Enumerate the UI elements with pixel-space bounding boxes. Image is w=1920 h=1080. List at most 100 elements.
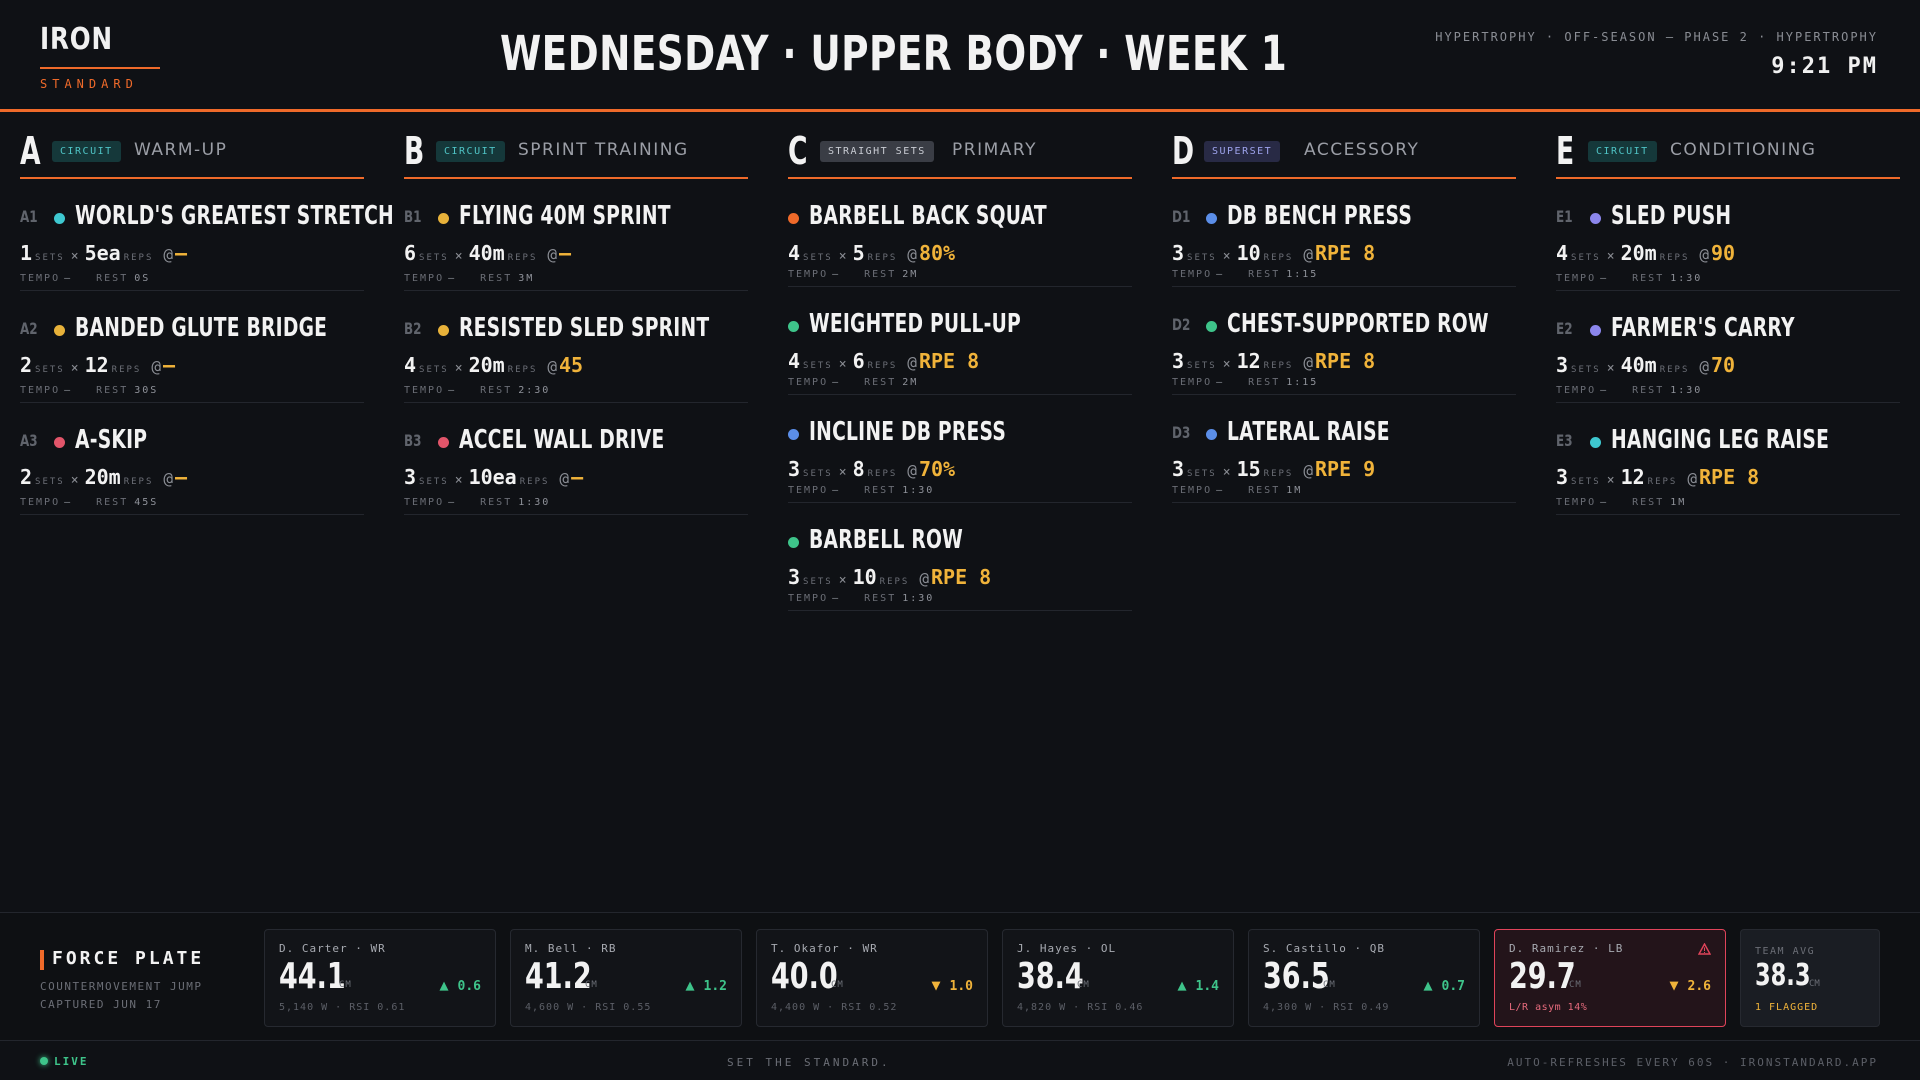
force-plate-captured: CAPTURED JUN 17 — [40, 998, 162, 1011]
rest-value: 1:15 — [1286, 269, 1319, 280]
jump-height: 40.0 — [771, 956, 838, 997]
athlete-metrics: 4,600 W · RSI 0.55 — [525, 1002, 652, 1013]
exercise-tempo-rest: TEMPO — REST 1:30 — [788, 485, 934, 496]
workout-blocks: A CIRCUIT WARM-UP A1 WORLD'S GREATEST STRETC… — [20, 125, 1900, 905]
athlete-name: J. Hayes · OL — [1017, 942, 1117, 955]
sets-value: 4 — [788, 349, 801, 373]
times-sign: × — [1606, 361, 1615, 376]
exercise-tempo-rest: TEMPO — REST 45S — [20, 497, 158, 508]
exercise-prescription: 1 SETS × 5ea REPS @ — — [20, 241, 187, 265]
jump-delta: ▲ 0.6 — [439, 976, 481, 994]
exercise-tempo-rest: TEMPO — REST 2M — [788, 377, 918, 388]
reps-value: 10ea — [468, 465, 517, 489]
at-sign: @ — [151, 357, 161, 376]
tempo-label: TEMPO — [788, 269, 829, 280]
times-sign: × — [838, 249, 847, 264]
reps-value: 40m — [468, 241, 505, 265]
rest-value: 1M — [1670, 497, 1687, 508]
exercise-color-dot — [54, 213, 65, 224]
exercise-prescription: 4 SETS × 20m REPS @90 — [1556, 241, 1735, 265]
rest-value: 1:30 — [1670, 385, 1703, 396]
block-title: PRIMARY — [952, 140, 1037, 160]
team-average-card: TEAM AVG 38.3 CM 1 FLAGGED — [1740, 929, 1880, 1027]
load-value: RPE 8 — [930, 565, 992, 589]
tempo-value: — — [1216, 377, 1225, 388]
jump-unit: CM — [1323, 980, 1336, 990]
exercise-color-dot — [438, 437, 449, 448]
exercise-prescription: 4 SETS × 20m REPS @45 — [404, 353, 583, 377]
reps-unit: REPS — [123, 477, 154, 487]
athlete-card: D. Carter · WR 44.1 CM ▲ 0.6 5,140 W · RSI 0… — [264, 929, 496, 1027]
sets-value: 3 — [1556, 353, 1569, 377]
times-sign: × — [70, 473, 79, 488]
reps-value: 12 — [1236, 349, 1261, 373]
exercise-tempo-rest: TEMPO — REST 1:15 — [1172, 269, 1318, 280]
jump-unit: CM — [339, 980, 352, 990]
sets-unit: SETS — [1187, 253, 1217, 263]
exercise-code: A1 — [20, 207, 38, 226]
tempo-label: TEMPO — [1172, 485, 1213, 496]
sets-value: 3 — [1172, 457, 1185, 481]
logo-main: IRON — [40, 22, 113, 57]
block-e: E CIRCUIT CONDITIONING E1 SLED PUSH 4 SETS × 20m… — [1556, 125, 1900, 515]
at-sign: @ — [1303, 245, 1313, 264]
sets-unit: SETS — [1187, 361, 1217, 371]
reps-unit: REPS — [867, 361, 898, 371]
sets-value: 3 — [788, 457, 801, 481]
clock: 9:21 PM — [1771, 54, 1878, 79]
exercise-color-dot — [1206, 213, 1217, 224]
jump-height: 36.5 — [1263, 956, 1330, 997]
tempo-label: TEMPO — [1556, 497, 1597, 508]
exercise-color-dot — [788, 429, 799, 440]
times-sign: × — [454, 473, 463, 488]
exercise-prescription: 3 SETS × 10ea REPS @ — — [404, 465, 583, 489]
triangle-down-icon: ▼ — [931, 976, 950, 994]
tempo-value: — — [64, 385, 73, 396]
athlete-metrics: 5,140 W · RSI 0.61 — [279, 1002, 406, 1013]
sets-value: 3 — [1172, 241, 1185, 265]
athlete-card: D. Ramirez · LB 29.7 CM ▼ 2.6 L/R asym 14% — [1494, 929, 1726, 1027]
exercise-prescription: 4 SETS × 6 REPS @ RPE 8 — [788, 349, 979, 373]
sets-unit: SETS — [1571, 477, 1601, 487]
tempo-label: TEMPO — [1556, 273, 1597, 284]
delta-value: 1.2 — [703, 979, 727, 994]
load-value: 45 — [559, 353, 584, 377]
at-sign: @ — [547, 357, 558, 376]
athlete-metrics: 4,820 W · RSI 0.46 — [1017, 1002, 1144, 1013]
times-sign: × — [838, 465, 847, 480]
tempo-label: TEMPO — [404, 273, 445, 284]
athlete-card: M. Bell · RB 41.2 CM ▲ 1.2 4,600 W · RSI 0.5… — [510, 929, 742, 1027]
block-d: D SUPERSET ACCESSORY D1 DB BENCH PRESS 3 SETS ×… — [1172, 125, 1516, 503]
load-value: — — [175, 465, 188, 489]
rest-value: 1:30 — [518, 497, 551, 508]
at-sign: @ — [547, 245, 558, 264]
rest-label: REST — [480, 385, 513, 396]
exercise-color-dot — [438, 325, 449, 336]
jump-delta: ▼ 2.6 — [1669, 976, 1711, 994]
sets-value: 3 — [1172, 349, 1185, 373]
exercise-name: WORLD'S GREATEST STRETCH — [75, 201, 394, 231]
exercise-color-dot — [1590, 437, 1601, 448]
exercise-row: E2 FARMER'S CARRY 3 SETS × 40m REPS @70 TEMPO — RE… — [1556, 291, 1900, 403]
block-type-badge: SUPERSET — [1204, 141, 1281, 162]
tempo-value: — — [832, 269, 841, 280]
sets-unit: SETS — [803, 577, 833, 587]
tempo-label: TEMPO — [20, 385, 61, 396]
team-average-unit: CM — [1809, 979, 1820, 989]
athlete-name: S. Castillo · QB — [1263, 942, 1385, 955]
exercise-code: E3 — [1556, 431, 1573, 450]
delta-value: 0.7 — [1441, 979, 1465, 994]
at-sign: @ — [907, 245, 917, 264]
exercise-tempo-rest: TEMPO — REST 30S — [20, 385, 158, 396]
athlete-card: J. Hayes · OL 38.4 CM ▲ 1.4 4,820 W · RSI 0.… — [1002, 929, 1234, 1027]
exercise-tempo-rest: TEMPO — REST 2:30 — [404, 385, 550, 396]
exercise-tempo-rest: TEMPO — REST 3M — [404, 273, 534, 284]
sets-value: 4 — [1556, 241, 1569, 265]
exercise-prescription: 3 SETS × 15 REPS @ RPE 9 — [1172, 457, 1375, 481]
exercise-row: A2 BANDED GLUTE BRIDGE 2 SETS × 12 REPS @ — TEMPO… — [20, 291, 364, 403]
exercise-name: DB BENCH PRESS — [1227, 201, 1413, 231]
sets-unit: SETS — [1571, 365, 1601, 375]
sets-unit: SETS — [1571, 253, 1601, 263]
rest-label: REST — [1632, 497, 1665, 508]
exercise-name: LATERAL RAISE — [1227, 417, 1390, 447]
